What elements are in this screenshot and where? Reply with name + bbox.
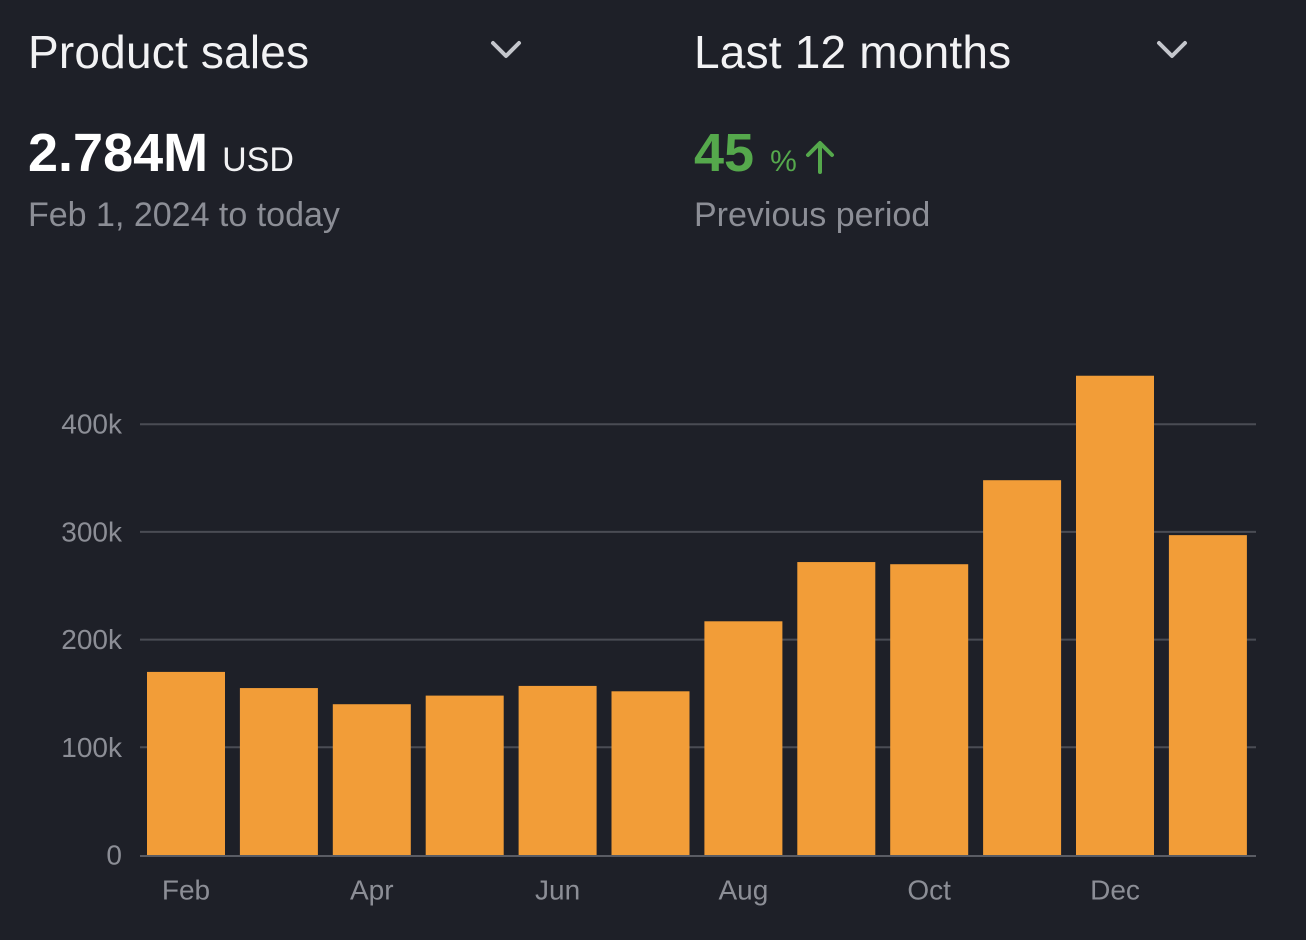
total-sales-period: Feb 1, 2024 to today [28, 196, 340, 234]
bar-mar[interactable] [239, 688, 318, 855]
total-sales-value: 2.784M [28, 123, 209, 183]
total-sales-stat: 2.784M USD Feb 1, 2024 to today [28, 122, 340, 235]
total-sales-unit: USD [222, 141, 294, 179]
y-tick-label: 200k [61, 624, 123, 655]
bar-may[interactable] [425, 695, 504, 855]
x-tick-label: Oct [907, 875, 951, 906]
bar-oct[interactable] [890, 564, 969, 855]
y-tick-label: 400k [61, 409, 123, 440]
bar-feb[interactable] [147, 671, 225, 855]
change-label: Previous period [694, 196, 931, 234]
bar-dec[interactable] [1076, 375, 1154, 855]
bar-apr[interactable] [332, 704, 411, 855]
change-value: 45 [694, 123, 755, 183]
bar-jun[interactable] [518, 685, 597, 855]
x-tick-label: Feb [162, 875, 210, 906]
chevron-down-icon [1157, 41, 1187, 58]
x-tick-label: Dec [1090, 875, 1140, 906]
x-tick-label: Jun [535, 875, 580, 906]
metric-dropdown[interactable]: Product sales [28, 24, 528, 80]
arrow-up-icon [805, 141, 834, 174]
y-tick-label: 300k [61, 516, 123, 547]
bar-aug[interactable] [704, 621, 783, 855]
change-unit: % [770, 145, 797, 178]
y-tick-label: 100k [61, 732, 123, 763]
x-tick-label: Apr [350, 875, 394, 906]
date-range-dropdown[interactable]: Last 12 months [694, 24, 1194, 80]
bar-nov[interactable] [983, 480, 1062, 855]
bar-jul[interactable] [611, 691, 690, 855]
date-range-dropdown-label: Last 12 months [694, 26, 1012, 78]
change-stat: 45 % Previous period [694, 122, 930, 235]
y-tick-label: 0 [106, 840, 122, 871]
metric-dropdown-label: Product sales [28, 26, 310, 78]
bar-sep[interactable] [797, 562, 876, 855]
chevron-down-icon [491, 41, 521, 58]
bar-jan[interactable] [1168, 535, 1247, 855]
x-tick-label: Aug [718, 875, 768, 906]
